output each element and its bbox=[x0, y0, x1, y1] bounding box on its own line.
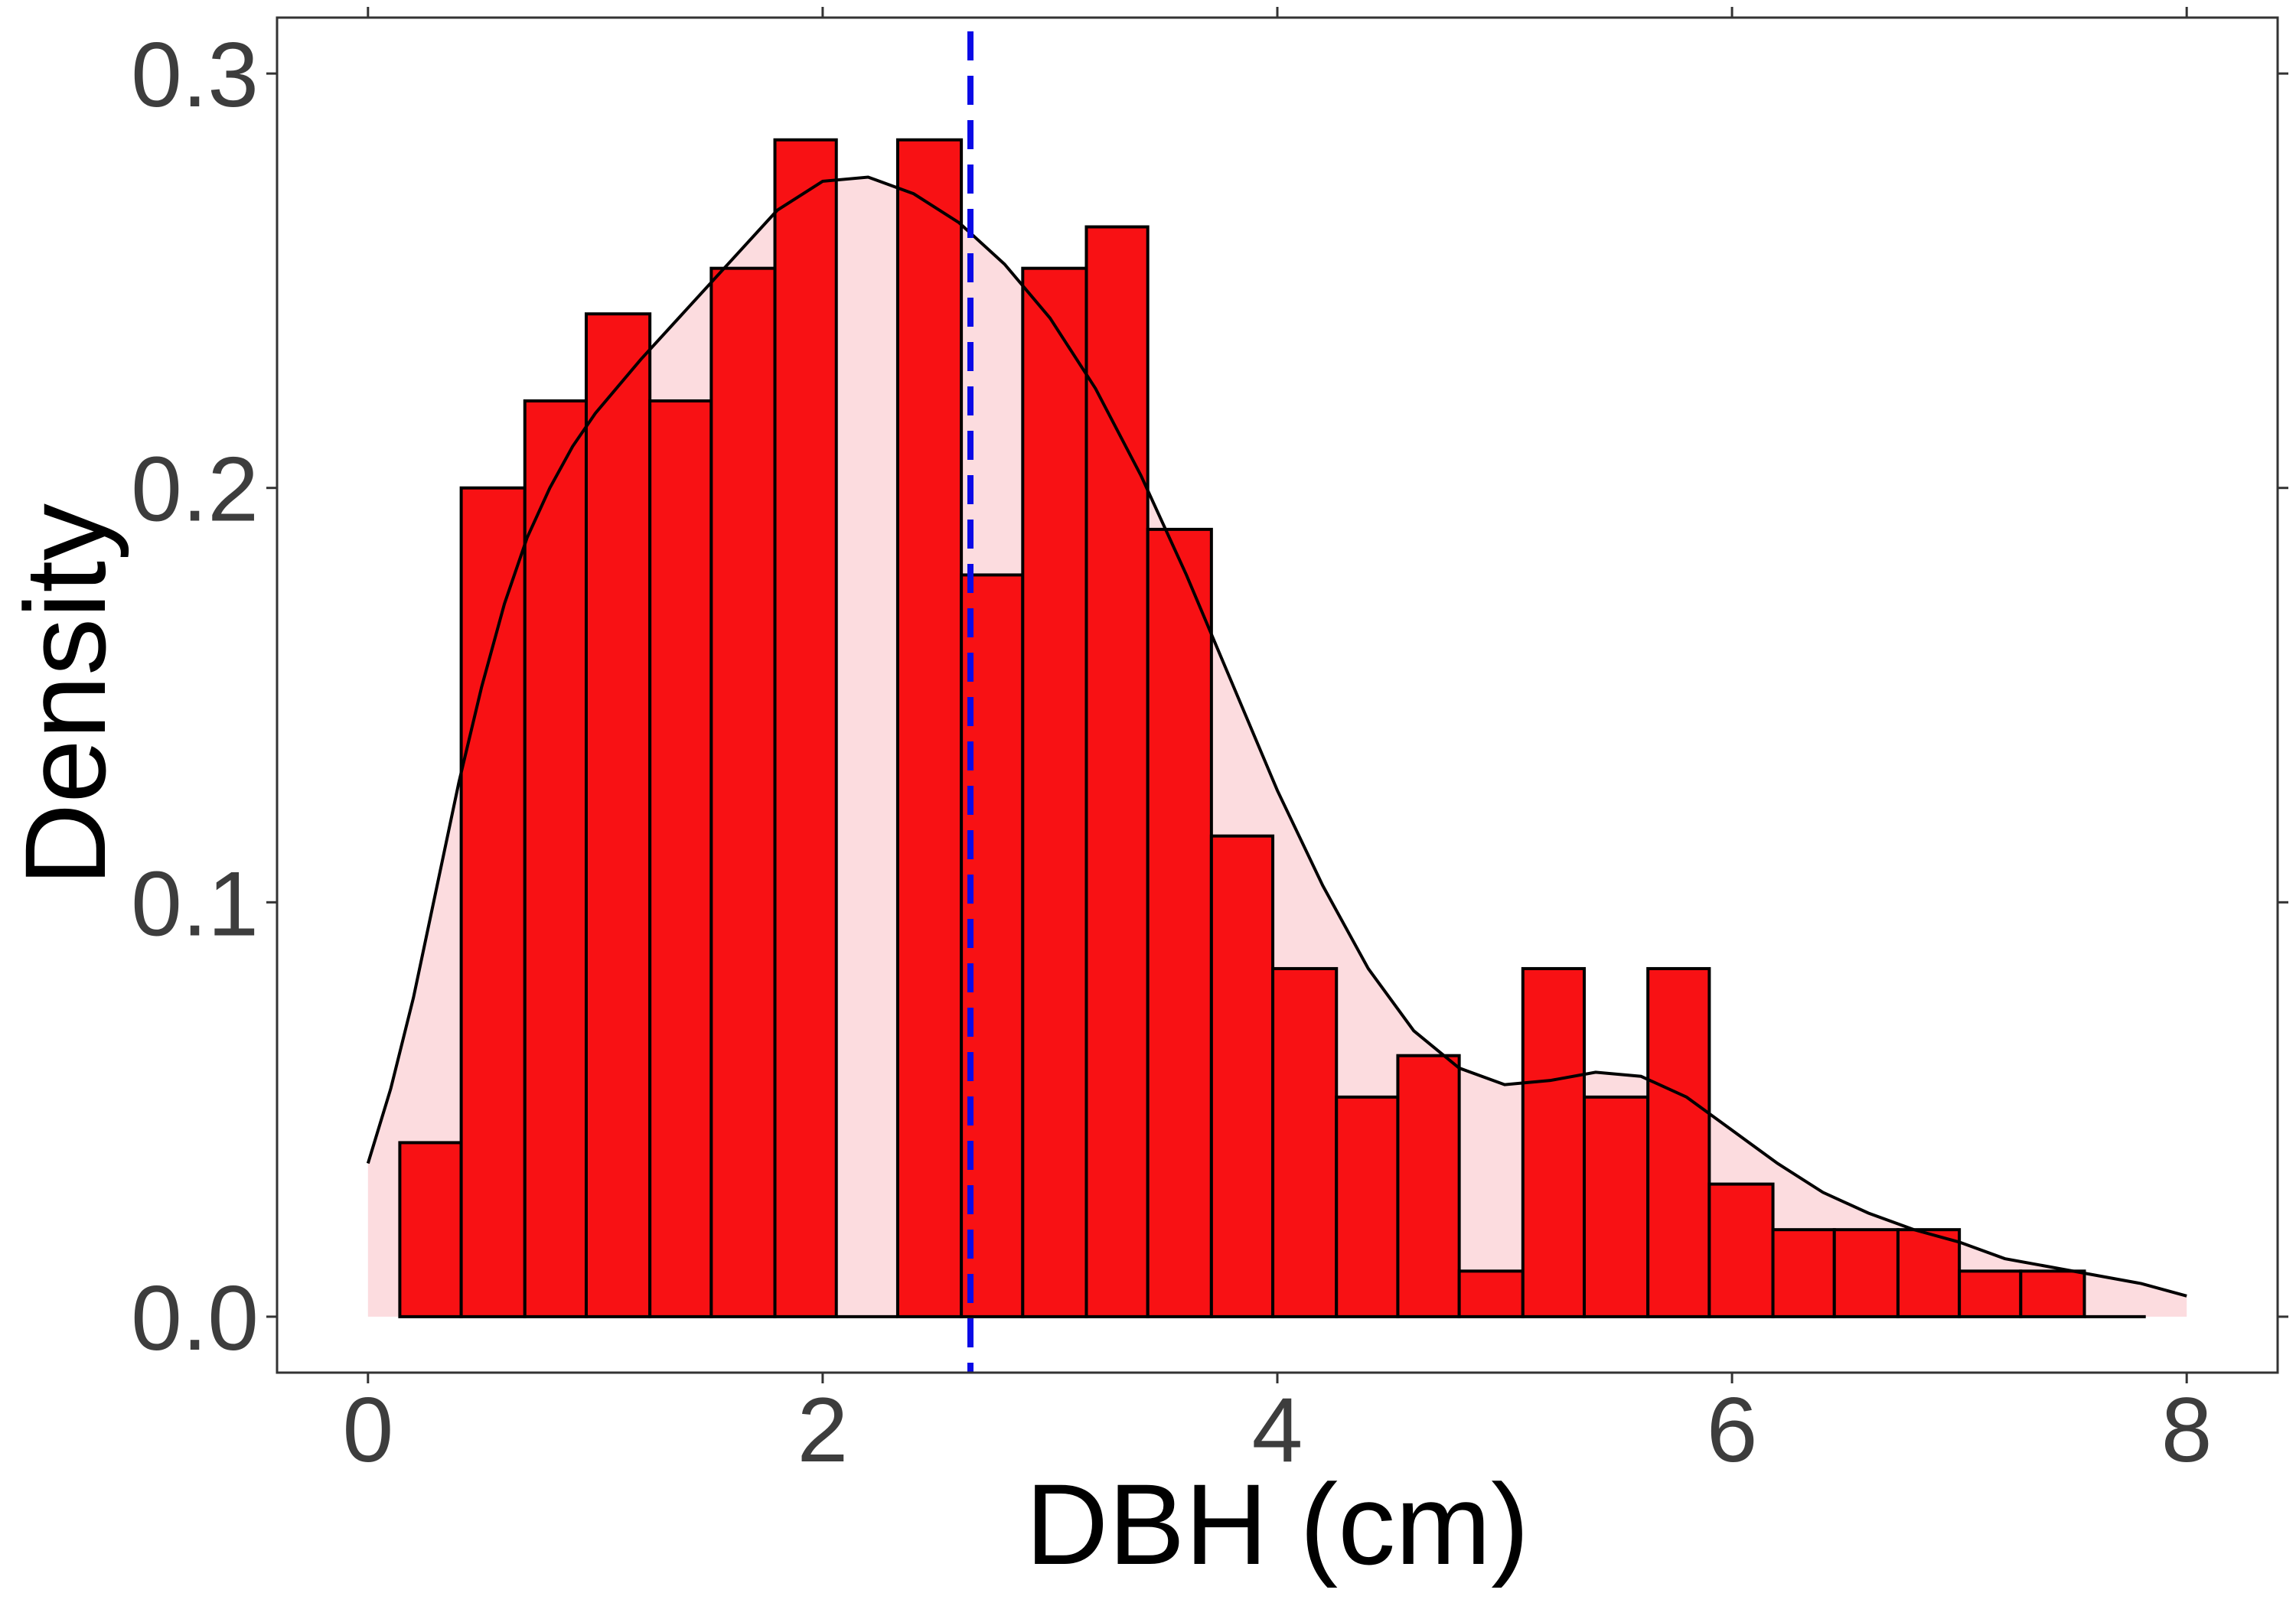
histogram-bar-6 bbox=[709, 266, 777, 1318]
y-tick-label: 0.3 bbox=[131, 24, 259, 126]
histogram-bar-19 bbox=[1521, 966, 1587, 1318]
histogram-bar-20 bbox=[1583, 1095, 1650, 1318]
histogram-bar-24 bbox=[1832, 1228, 1900, 1318]
density-line-layer bbox=[366, 175, 2187, 1298]
y-tick-label: 0.2 bbox=[131, 438, 259, 541]
histogram-bar-16 bbox=[1335, 1095, 1400, 1318]
y-tick-label: 0.1 bbox=[131, 852, 259, 955]
y-tick-label: 0.0 bbox=[131, 1267, 259, 1370]
histogram-bar-2 bbox=[459, 486, 527, 1318]
x-tick-label: 2 bbox=[797, 1379, 849, 1481]
histogram-bar-21 bbox=[1646, 966, 1711, 1318]
histogram-bar-26 bbox=[1958, 1269, 2023, 1318]
histogram-bar-5 bbox=[648, 399, 713, 1318]
x-tick-label: 6 bbox=[1707, 1379, 1758, 1481]
histogram-bar-4 bbox=[584, 312, 652, 1318]
x-axis-title: DBH (cm) bbox=[1026, 1460, 1529, 1588]
density-curve bbox=[366, 175, 2187, 1298]
histogram-bar-23 bbox=[1771, 1228, 1836, 1318]
histogram-bar-7 bbox=[773, 138, 838, 1318]
histogram-bar-9 bbox=[895, 138, 964, 1318]
x-tick-label: 4 bbox=[1252, 1379, 1303, 1481]
histogram-bar-18 bbox=[1457, 1269, 1525, 1318]
histogram-bar-1 bbox=[398, 1141, 463, 1318]
histogram-bar-11 bbox=[1021, 266, 1088, 1318]
histogram-bar-25 bbox=[1896, 1228, 1962, 1318]
histogram-bar-13 bbox=[1146, 527, 1213, 1318]
histogram-bar-15 bbox=[1271, 966, 1339, 1318]
x-tick-label: 0 bbox=[342, 1379, 393, 1481]
y-axis-title: Density bbox=[1, 503, 129, 886]
histogram-bar-17 bbox=[1396, 1054, 1461, 1318]
histogram-bar-27 bbox=[2019, 1269, 2086, 1318]
axes: 0 2 4 6 8 0.0 0.1 0.2 0.3 bbox=[131, 7, 2288, 1481]
x-tick-label: 8 bbox=[2161, 1379, 2213, 1481]
histogram-bar-3 bbox=[523, 399, 588, 1318]
histogram-bars bbox=[398, 138, 2146, 1318]
histogram-bar-22 bbox=[1707, 1182, 1775, 1318]
histogram-bar-12 bbox=[1084, 225, 1150, 1318]
histogram-bar-14 bbox=[1209, 834, 1275, 1318]
